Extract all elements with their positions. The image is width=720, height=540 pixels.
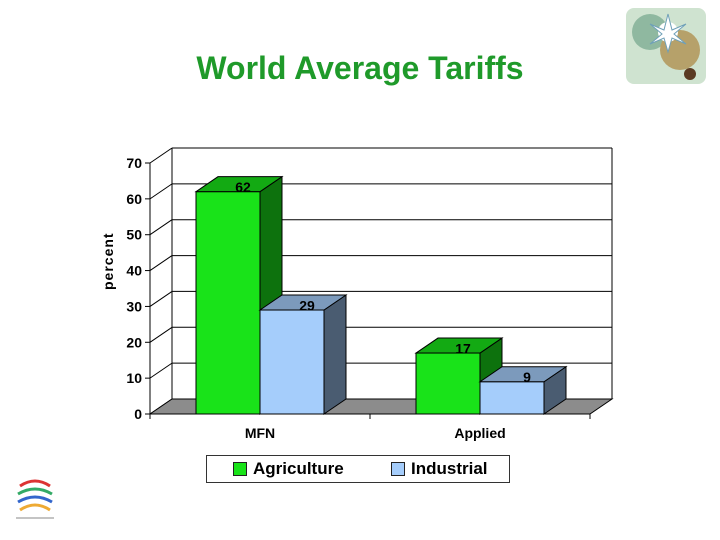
data-label: 17 <box>455 341 471 357</box>
data-label: 9 <box>523 369 531 385</box>
grid-depth-line <box>149 147 173 164</box>
x-tick-label: Applied <box>454 425 505 441</box>
wto-logo-icon <box>16 479 54 519</box>
data-label: 29 <box>299 298 315 314</box>
y-tick-label: 30 <box>126 298 142 314</box>
grid-depth-line <box>149 219 173 236</box>
page-title: World Average Tariffs <box>196 50 524 86</box>
y-tick-label: 10 <box>126 370 142 386</box>
y-axis-label: percent <box>100 232 116 290</box>
legend-label-industrial: Industrial <box>411 459 488 478</box>
grid-depth-line <box>149 326 173 343</box>
grid-depth-line <box>149 183 173 200</box>
bar-top-agriculture <box>414 337 504 354</box>
bar-side-industrial <box>323 294 347 415</box>
grid-depth-line <box>149 362 173 379</box>
bar-top-industrial <box>258 294 348 311</box>
y-tick-label: 60 <box>126 191 142 207</box>
y-tick-label: 20 <box>126 334 142 350</box>
legend-swatch-agriculture <box>233 462 247 476</box>
x-tick-label: MFN <box>245 425 275 441</box>
grid-depth-line <box>149 255 173 271</box>
bar-agriculture <box>415 352 481 415</box>
legend-item-agriculture: Agriculture <box>233 459 344 479</box>
bar-top-industrial <box>478 366 568 383</box>
y-tick-label: 40 <box>126 263 142 279</box>
legend-swatch-industrial <box>391 462 405 476</box>
bar-industrial <box>259 309 325 415</box>
floral-collage-icon <box>626 8 706 84</box>
data-label: 62 <box>235 179 251 195</box>
bar-agriculture <box>195 191 261 415</box>
grid-depth-line <box>149 291 173 307</box>
bar-top-agriculture <box>194 176 284 193</box>
legend: Agriculture Industrial <box>206 455 510 483</box>
y-tick-label: 50 <box>126 227 142 243</box>
legend-label-agriculture: Agriculture <box>253 459 344 478</box>
bar-industrial <box>479 381 545 415</box>
legend-item-industrial: Industrial <box>391 459 488 479</box>
y-tick-label: 70 <box>126 155 142 171</box>
y-tick-label: 0 <box>134 406 142 422</box>
